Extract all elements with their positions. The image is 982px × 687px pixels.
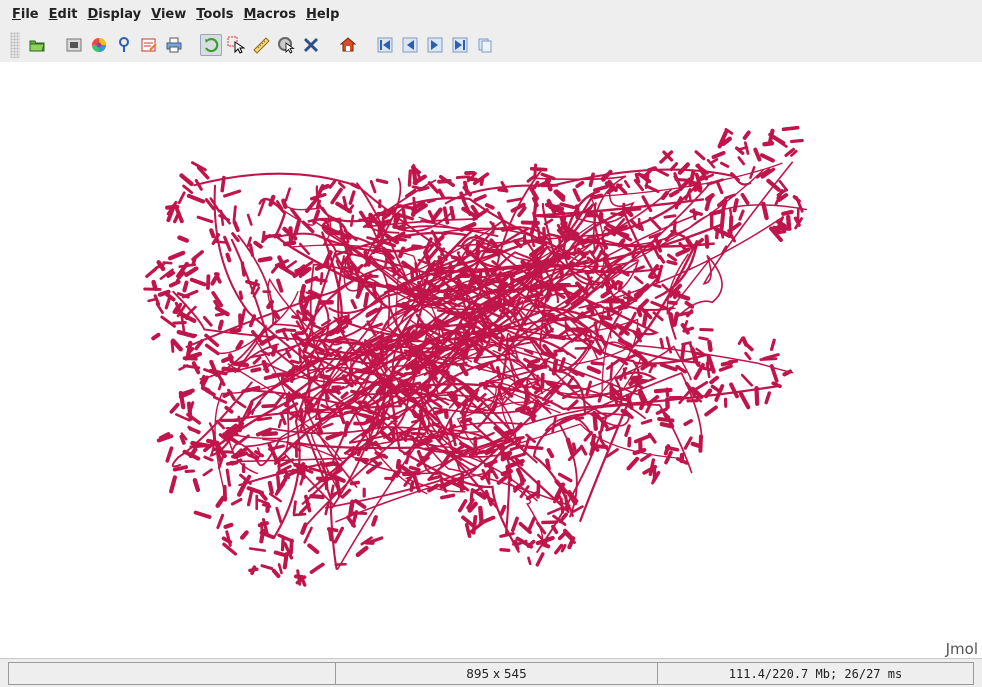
home-button[interactable] — [337, 34, 359, 56]
previous-frame-icon — [402, 37, 418, 53]
zoom-pick-button[interactable] — [275, 34, 297, 56]
script-editor-button[interactable] — [138, 34, 160, 56]
status-memory-timing: 111.4/220.7 Mb; 26/27 ms — [657, 662, 974, 685]
open-folder-icon — [29, 40, 45, 52]
menu-display[interactable]: Display — [87, 6, 142, 22]
rotate-button[interactable] — [200, 34, 222, 56]
menu-help[interactable]: Help — [305, 6, 340, 22]
last-frame-button[interactable] — [449, 34, 471, 56]
molecule-viewer[interactable]: Jmol — [0, 62, 982, 658]
zoom-pick-icon — [278, 37, 295, 54]
menu-file[interactable]: File — [12, 6, 39, 22]
edit-script-icon — [141, 38, 157, 52]
jmol-watermark: Jmol — [945, 640, 978, 658]
delete-button[interactable] — [300, 34, 322, 56]
menu-edit[interactable]: Edit — [48, 6, 78, 22]
toolbar-grip[interactable] — [10, 32, 20, 58]
help-button[interactable] — [113, 34, 135, 56]
open-button[interactable] — [26, 34, 48, 56]
status-dimensions: 895 x 545 — [335, 662, 658, 685]
screenshot-camera-icon — [66, 38, 82, 52]
menu-view[interactable]: View — [151, 6, 187, 22]
animate-icon — [478, 38, 492, 53]
pick-cursor-icon — [227, 36, 245, 54]
status-bar: 895 x 545 111.4/220.7 Mb; 26/27 ms — [0, 658, 982, 687]
measure-button[interactable] — [250, 34, 272, 56]
status-left — [8, 662, 336, 685]
first-frame-icon — [377, 37, 393, 53]
next-frame-icon — [427, 37, 443, 53]
measure-ruler-icon — [253, 37, 270, 54]
help-pin-icon — [119, 37, 129, 52]
first-frame-button[interactable] — [374, 34, 396, 56]
delete-atoms-icon — [303, 37, 319, 53]
animate-button[interactable] — [474, 34, 496, 56]
menu-tools[interactable]: Tools — [196, 6, 234, 22]
last-frame-icon — [452, 37, 468, 53]
menu-macros[interactable]: Macros — [243, 6, 296, 22]
rotate-icon — [205, 37, 219, 53]
toolbar — [0, 28, 982, 62]
spectrum-ball-icon — [92, 38, 106, 52]
menu-bar: File Edit Display View Tools Macros Help — [0, 0, 982, 28]
next-frame-button[interactable] — [424, 34, 446, 56]
screenshot-button[interactable] — [63, 34, 85, 56]
rna-ribbon-structure — [143, 125, 807, 587]
color-button[interactable] — [88, 34, 110, 56]
home-icon — [339, 37, 357, 52]
pick-button[interactable] — [225, 34, 247, 56]
print-icon — [166, 37, 182, 53]
previous-frame-button[interactable] — [399, 34, 421, 56]
print-button[interactable] — [163, 34, 185, 56]
